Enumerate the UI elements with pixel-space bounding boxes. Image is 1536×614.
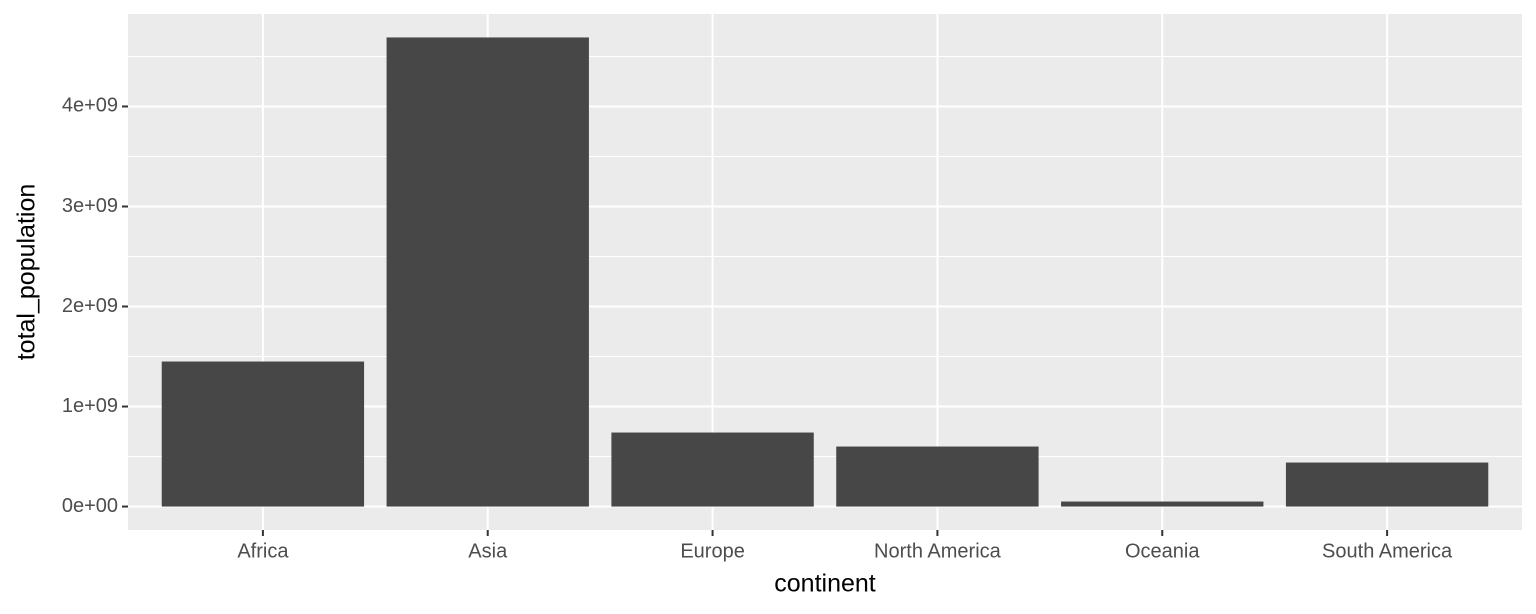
bar: [1061, 501, 1264, 507]
bar: [386, 37, 589, 507]
x-tick-label: North America: [874, 540, 1002, 562]
y-tick-label: 1e+09: [62, 395, 118, 417]
y-tick-label: 3e+09: [62, 195, 118, 217]
x-tick-label: Europe: [680, 540, 745, 562]
x-tick-label: Oceania: [1125, 540, 1200, 562]
bar: [161, 361, 365, 507]
bar: [611, 432, 814, 507]
y-tick-label: 0e+00: [62, 495, 118, 517]
x-tick-label: Asia: [468, 540, 508, 562]
y-tick-label: 2e+09: [62, 295, 118, 317]
x-tick-label: Africa: [237, 540, 289, 562]
bar: [836, 446, 1039, 507]
x-tick-label: South America: [1322, 540, 1453, 562]
y-tick-label: 4e+09: [62, 95, 118, 117]
x-axis-title: continent: [774, 570, 876, 598]
y-axis-title: total_population: [13, 184, 41, 361]
bar: [1285, 462, 1489, 507]
